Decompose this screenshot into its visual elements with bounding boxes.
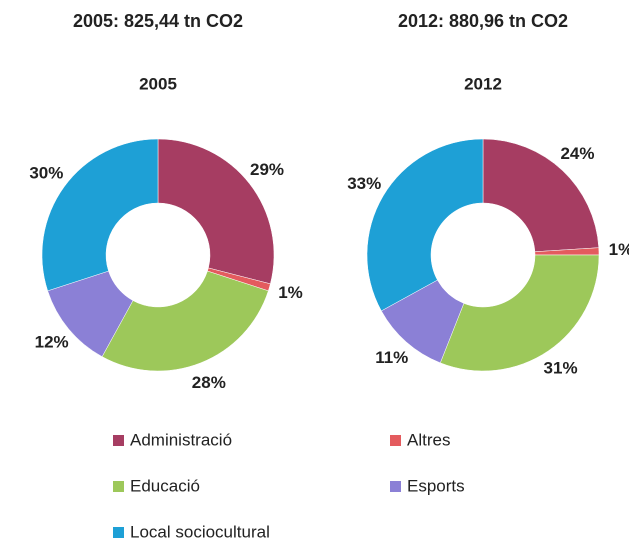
chart-title: 2005 bbox=[139, 74, 177, 93]
donut-segment bbox=[366, 138, 484, 312]
data-label: 1% bbox=[609, 240, 629, 259]
data-label: 12% bbox=[35, 332, 69, 351]
data-label: 33% bbox=[347, 174, 381, 193]
legend-label: Local sociocultural bbox=[130, 522, 270, 541]
chart-title: 2012 bbox=[464, 74, 502, 93]
data-label: 28% bbox=[192, 373, 226, 392]
legend-swatch bbox=[113, 435, 124, 446]
legend-label: Esports bbox=[407, 476, 465, 495]
legend-swatch bbox=[390, 435, 401, 446]
donut-segment bbox=[482, 138, 600, 253]
donut-segment bbox=[157, 138, 275, 285]
legend-swatch bbox=[113, 481, 124, 492]
data-label: 30% bbox=[29, 163, 63, 182]
donut-segment bbox=[439, 254, 600, 372]
legend-swatch bbox=[390, 481, 401, 492]
data-label: 1% bbox=[278, 283, 303, 302]
heading: 2005: 825,44 tn CO2 bbox=[73, 11, 243, 31]
data-label: 31% bbox=[544, 359, 578, 378]
legend-label: Educació bbox=[130, 476, 200, 495]
donut-segment bbox=[101, 270, 269, 372]
legend-label: Administració bbox=[130, 430, 232, 449]
legend-label: Altres bbox=[407, 430, 450, 449]
heading: 2012: 880,96 tn CO2 bbox=[398, 11, 568, 31]
donut-segment bbox=[41, 138, 159, 292]
data-label: 24% bbox=[560, 144, 594, 163]
legend-swatch bbox=[113, 527, 124, 538]
data-label: 11% bbox=[375, 348, 408, 367]
data-label: 29% bbox=[250, 160, 284, 179]
